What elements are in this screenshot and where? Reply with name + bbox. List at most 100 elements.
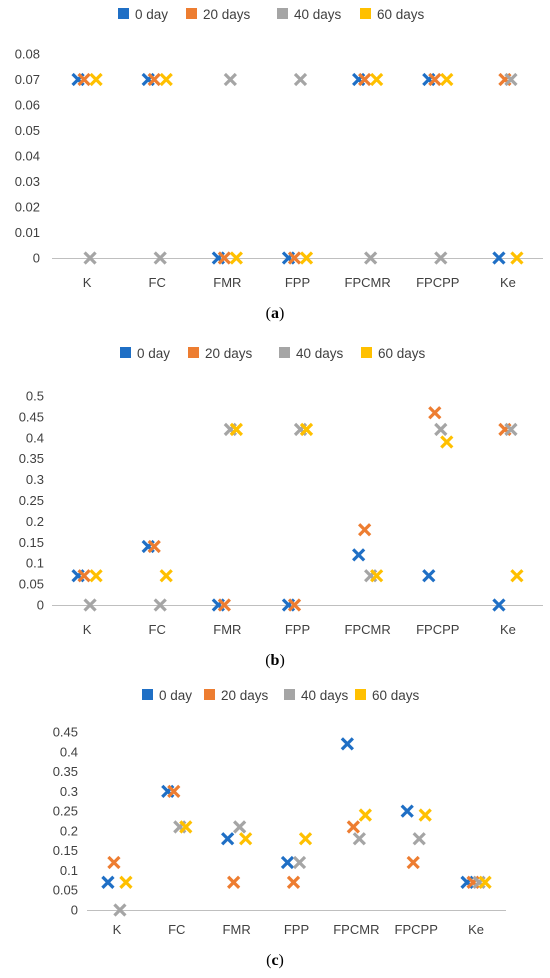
x-tick-label: FPP <box>285 275 310 290</box>
data-point <box>89 72 103 87</box>
data-point <box>221 832 235 846</box>
y-tick-label: 0.45 <box>19 409 44 424</box>
data-point <box>412 832 426 846</box>
x-tick-label: FC <box>149 275 166 290</box>
x-tick-label: FC <box>168 922 185 937</box>
y-tick-label: 0.35 <box>53 764 78 779</box>
legend-a: 0 day 20 days 40 days 60 days <box>118 7 425 22</box>
legend-swatch <box>284 689 295 700</box>
legend-b: 0 day 20 days 40 days 60 days <box>120 346 426 361</box>
y-tick-label: 0 <box>33 251 40 266</box>
x-tick-label: Ke <box>468 922 484 937</box>
x-tick-label: Ke <box>500 275 516 290</box>
series-40-days <box>83 422 518 612</box>
data-point <box>434 251 448 265</box>
data-point <box>223 72 237 87</box>
y-tick-label: 0.35 <box>19 451 44 466</box>
data-point <box>492 251 506 265</box>
y-tick-label: 0.5 <box>26 389 44 404</box>
y-tick-label: 0.15 <box>53 843 78 858</box>
x-tick-label: FPP <box>285 622 310 637</box>
y-tick-label: 0.4 <box>26 430 44 445</box>
data-point <box>510 569 524 583</box>
y-tick-label: 0.02 <box>15 200 40 215</box>
data-point <box>292 855 307 870</box>
data-point <box>229 422 243 437</box>
y-tick-label: 0.4 <box>60 744 78 759</box>
x-tick-label: FPCPP <box>416 275 459 290</box>
chart-c: 0 day 20 days 40 days 60 days 0 0.05 0.1 0.15 0.… <box>53 688 506 969</box>
legend-c: 0 day 20 days 40 days 60 days <box>142 688 420 703</box>
data-point <box>428 72 442 87</box>
x-tick-label: FMR <box>213 275 241 290</box>
chart-a: 0 day 20 days 40 days 60 days 0 0.01 0.02 0.03 0… <box>15 7 543 322</box>
x-tick-label: K <box>83 275 92 290</box>
data-point <box>179 820 193 834</box>
data-point <box>217 251 231 265</box>
y-tick-label: 0.15 <box>19 535 44 550</box>
data-point <box>492 598 506 612</box>
series-60-days <box>89 422 524 583</box>
x-tick-label: K <box>113 922 122 937</box>
x-tick-label: FC <box>149 622 166 637</box>
data-point <box>293 72 308 87</box>
data-point <box>370 72 384 87</box>
legend-swatch <box>186 8 197 19</box>
legend-label: 0 day <box>159 688 192 703</box>
series-40-days <box>113 820 486 917</box>
chart-caption: (a) <box>266 305 285 322</box>
data-point <box>280 855 295 870</box>
data-point <box>510 251 524 265</box>
y-tick-label: 0.06 <box>15 98 40 113</box>
data-point <box>298 832 313 846</box>
x-tick-label: FMR <box>223 922 251 937</box>
x-tick-label: Ke <box>500 622 516 637</box>
x-tick-label: FPCMR <box>345 275 391 290</box>
data-point <box>83 251 97 265</box>
y-tick-label: 0.45 <box>53 725 78 740</box>
y-tick-label: 0.1 <box>26 556 44 571</box>
data-point <box>504 72 518 87</box>
data-point <box>83 598 97 612</box>
y-tick-label: 0.05 <box>19 577 44 592</box>
legend-swatch <box>204 689 215 700</box>
data-point <box>153 251 167 265</box>
data-point <box>299 251 314 265</box>
data-point <box>119 875 133 889</box>
y-tick-label: 0.25 <box>19 493 44 508</box>
legend-label: 40 days <box>296 346 344 361</box>
data-point <box>358 808 372 822</box>
data-point <box>233 820 247 834</box>
data-point <box>440 435 454 449</box>
data-point <box>159 72 173 87</box>
x-tick-label: FPCMR <box>333 922 379 937</box>
y-tick-label: 0.08 <box>15 47 40 62</box>
data-point <box>239 832 253 846</box>
legend-swatch <box>279 347 290 358</box>
data-point <box>440 72 454 87</box>
legend-label: 60 days <box>372 688 420 703</box>
data-point <box>147 539 161 554</box>
legend-label: 60 days <box>378 346 426 361</box>
legend-swatch <box>360 8 371 19</box>
y-tick-label: 0.03 <box>15 174 40 189</box>
y-tick-label: 0 <box>71 903 78 918</box>
data-point <box>286 875 301 889</box>
chart-b: 0 day 20 days 40 days 60 days 0 0.05 0.1 0.15 0.… <box>19 346 543 669</box>
x-tick-label: FPCMR <box>345 622 391 637</box>
data-point <box>229 251 243 265</box>
series-60-days <box>119 808 492 889</box>
data-point <box>370 569 384 583</box>
data-point <box>478 875 492 889</box>
y-tick-label: 0.1 <box>60 863 78 878</box>
data-point <box>89 569 103 583</box>
data-point <box>364 251 378 265</box>
x-tick-label: FPP <box>284 922 309 937</box>
legend-swatch <box>355 689 366 700</box>
data-point <box>113 903 127 917</box>
data-point <box>217 598 231 612</box>
legend-swatch <box>120 347 131 358</box>
legend-label: 20 days <box>205 346 253 361</box>
chart-caption: (c) <box>266 952 284 969</box>
